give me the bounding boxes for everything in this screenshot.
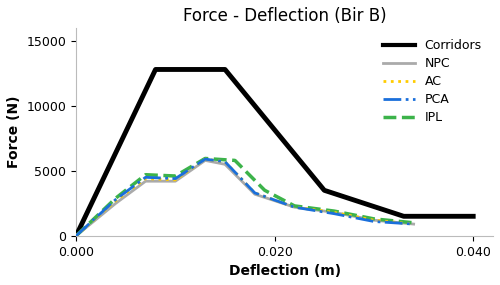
X-axis label: Deflection (m): Deflection (m) — [228, 264, 340, 278]
Legend: Corridors, NPC, AC, PCA, IPL: Corridors, NPC, AC, PCA, IPL — [378, 34, 487, 129]
Title: Force - Deflection (Bir B): Force - Deflection (Bir B) — [183, 7, 386, 25]
Y-axis label: Force (N): Force (N) — [7, 95, 21, 168]
